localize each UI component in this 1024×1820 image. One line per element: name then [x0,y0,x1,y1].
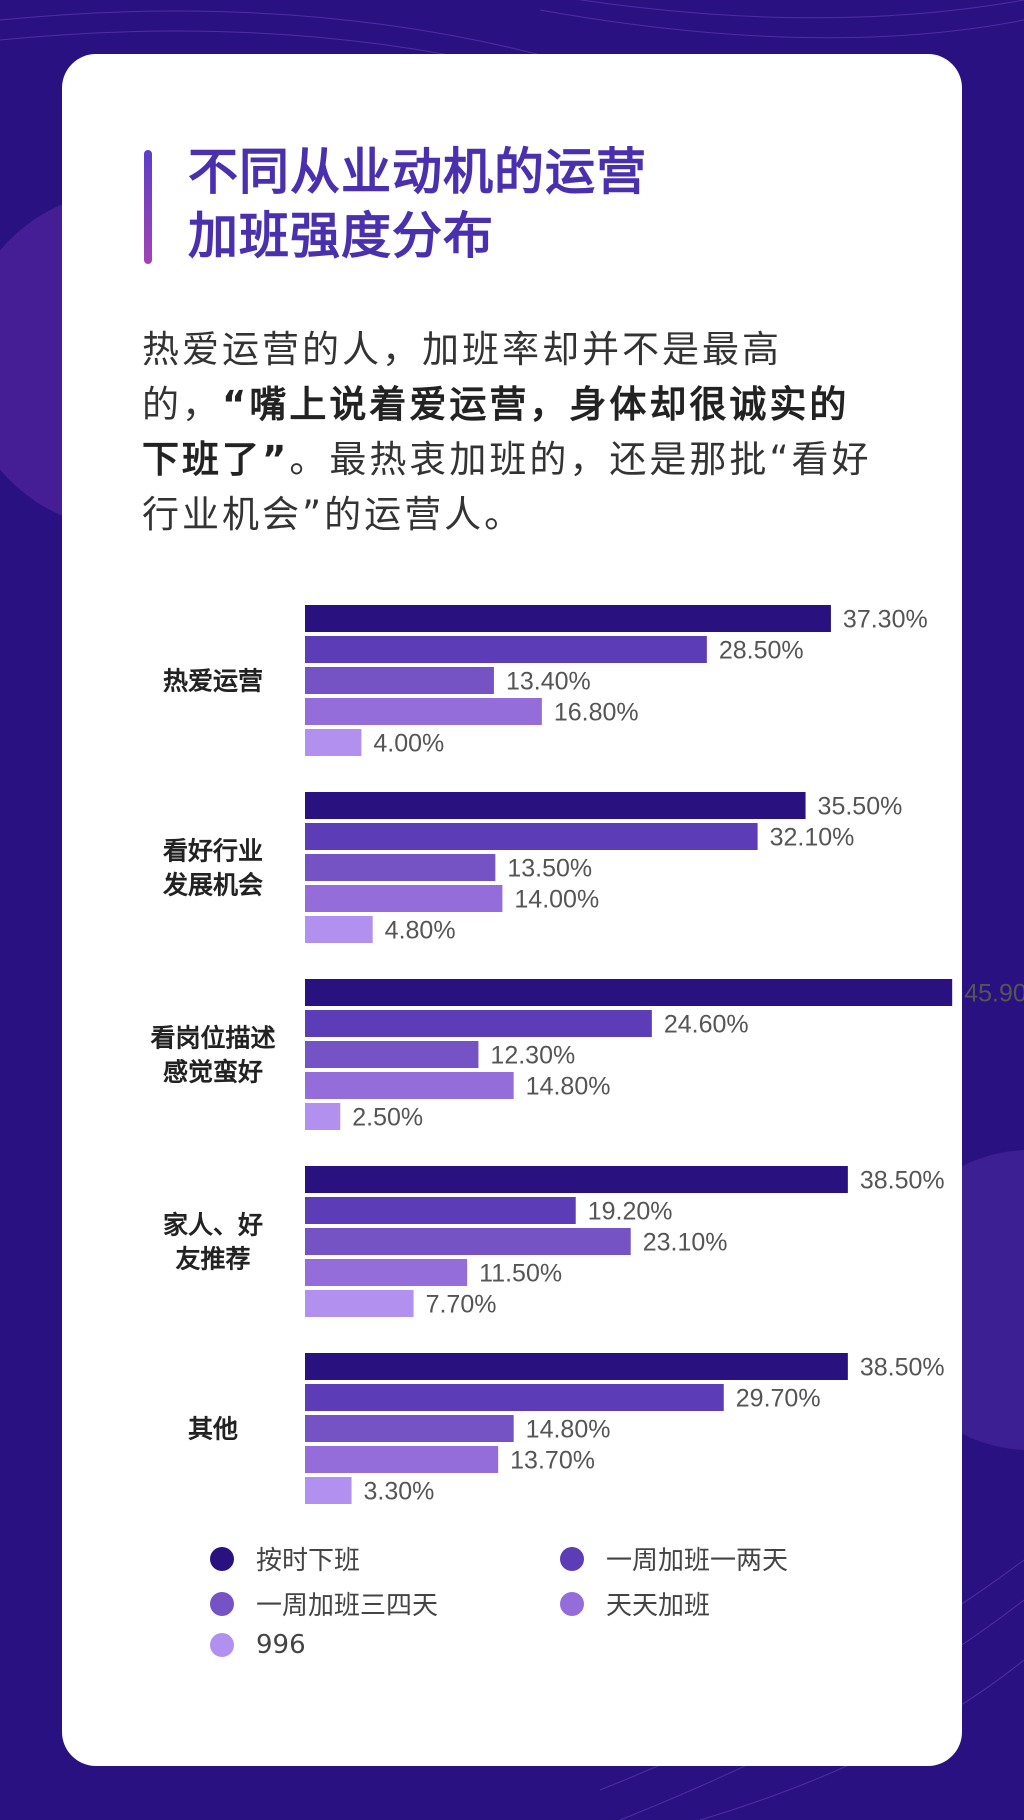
legend-label: 996 [256,1630,306,1660]
bar-5 [305,729,362,756]
bar-4 [305,698,542,725]
bar-value-label: 35.50% [818,793,903,821]
bar-5 [305,916,373,943]
bar-3 [305,1415,514,1442]
legend-item: 天天加班 [560,1585,710,1622]
legend-item: 一周加班一两天 [560,1540,788,1577]
bar-3 [305,1228,631,1255]
bar-1 [305,1166,848,1193]
bar-value-label: 29.70% [736,1385,821,1413]
category-label: 看好行业 [163,837,263,866]
bar-value-label: 32.10% [770,824,855,852]
bar-value-label: 2.50% [352,1104,423,1132]
bar-value-label: 12.30% [490,1042,575,1070]
bar-value-label: 11.50% [479,1260,562,1288]
bar-2 [305,1384,724,1411]
bar-5 [305,1103,341,1130]
bar-value-label: 13.40% [506,668,591,696]
page-title-line-1: 不同从业动机的运营 [188,143,647,201]
bar-4 [305,885,503,912]
bar-value-label: 13.50% [507,855,592,883]
bar-value-label: 23.10% [643,1229,728,1257]
bar-value-label: 14.80% [526,1073,611,1101]
title-accent-bar [144,150,152,264]
bar-value-label: 19.20% [588,1198,673,1226]
bar-1 [305,792,806,819]
bar-value-label: 38.50% [860,1167,945,1195]
legend-swatch [210,1546,234,1571]
bar-1 [305,1353,848,1380]
category-label: 友推荐 [175,1245,250,1274]
legend-swatch [560,1546,584,1571]
bar-2 [305,1010,652,1037]
legend-label: 一周加班三四天 [256,1591,439,1621]
legend-label: 按时下班 [256,1546,361,1576]
legend-swatch [210,1591,234,1616]
bar-value-label: 14.80% [526,1416,611,1444]
chart-legend: 按时下班 一周加班一两天一周加班三四天 天天加班 996 [210,1540,910,1690]
bar-value-label: 37.30% [843,606,928,634]
bar-value-label: 13.70% [510,1447,595,1475]
page-title-line-2: 加班强度分布 [188,207,494,265]
bar-value-label: 4.80% [385,917,456,945]
content-card [62,54,962,1766]
bar-2 [305,1197,576,1224]
bar-3 [305,854,496,881]
bar-2 [305,823,758,850]
intro-text-bold: “嘴上说着爱运营，身体却很诚实的下班了” [142,383,850,481]
bar-2 [305,636,707,663]
category-label: 感觉蛮好 [163,1058,263,1087]
legend-item: 一周加班三四天 [210,1585,438,1622]
intro-paragraph: 热爱运营的人，加班率却并不是最高的，“嘴上说着爱运营，身体却很诚实的下班了”。最… [142,322,872,542]
bar-1 [305,605,831,632]
bar-value-label: 45.90% [964,980,1024,1008]
legend-item: 996 [210,1630,306,1660]
bar-1 [305,979,953,1006]
intro-text-1: 热爱运营的人，加班率却并不是最高的， [142,328,782,426]
legend-swatch [210,1633,234,1657]
bar-4 [305,1446,499,1473]
legend-label: 天天加班 [606,1591,711,1621]
bar-5 [305,1290,414,1317]
category-label: 热爱运营 [163,667,263,696]
bar-value-label: 4.00% [373,730,444,758]
category-label: 发展机会 [162,871,263,900]
bar-3 [305,667,494,694]
legend-item: 按时下班 [210,1540,360,1577]
bar-5 [305,1477,352,1504]
category-label: 其他 [188,1415,238,1444]
legend-label: 一周加班一两天 [606,1546,789,1576]
bar-value-label: 14.00% [514,886,599,914]
bar-value-label: 38.50% [860,1354,945,1382]
intro-text-2: 。最热衷加班的，还是那批“看好行业机会”的运营人。 [142,438,872,536]
bar-4 [305,1259,468,1286]
bar-value-label: 24.60% [664,1011,749,1039]
bar-value-label: 7.70% [426,1291,497,1319]
bar-3 [305,1041,479,1068]
bar-value-label: 28.50% [719,637,804,665]
legend-swatch [560,1591,584,1616]
bar-4 [305,1072,514,1099]
page-title: 不同从业动机的运营 加班强度分布 [188,140,647,268]
category-label: 家人、好 [163,1211,263,1240]
bar-value-label: 3.30% [364,1478,435,1506]
bar-value-label: 16.80% [554,699,639,727]
category-label: 看岗位描述 [150,1024,275,1053]
